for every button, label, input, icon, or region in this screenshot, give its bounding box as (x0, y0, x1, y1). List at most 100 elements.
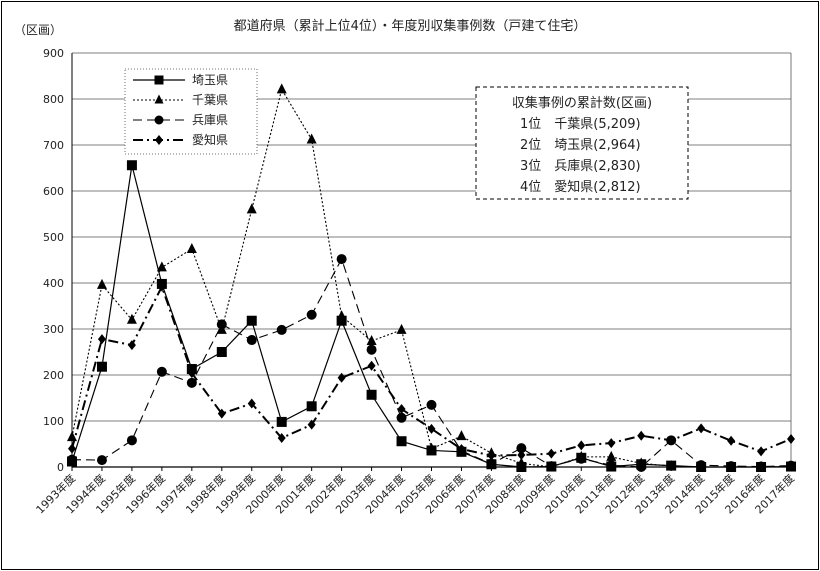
y-tick-label: 300 (43, 323, 64, 336)
data-point-triangle (276, 83, 287, 94)
cumulative-ranking-box: 収集事例の累計数(区画) 1位 千葉県(5,209) 2位 埼玉県(2,964) 3位… (475, 86, 689, 200)
data-point-triangle (396, 323, 407, 334)
data-point-triangle (606, 450, 617, 461)
data-point-diamond (247, 398, 256, 409)
data-point-diamond (517, 450, 526, 461)
y-axis-label: （区画） (14, 23, 62, 37)
y-tick-label: 400 (43, 277, 64, 290)
series-line (71, 257, 792, 468)
annotation-box (475, 86, 689, 200)
data-point-triangle (246, 203, 257, 214)
data-point-triangle (156, 261, 167, 272)
y-tick-label: 500 (43, 231, 64, 244)
data-point-circle (186, 377, 197, 388)
data-point-diamond (727, 435, 736, 446)
data-point-triangle (306, 133, 317, 144)
y-tick-label: 800 (43, 93, 64, 106)
data-point-diamond (547, 448, 556, 459)
data-point-triangle (67, 431, 77, 442)
data-point-triangle (126, 313, 137, 324)
data-point-triangle (336, 310, 347, 321)
annotation-heading: 収集事例の累計数(区画) (512, 95, 652, 111)
annotation-rank-line: 1位 千葉県(5,209) (520, 117, 641, 132)
data-point-circle (306, 309, 317, 320)
legend-label: 兵庫県 (192, 113, 228, 127)
series-line (71, 165, 792, 468)
data-point-square (154, 75, 164, 85)
data-point-square (216, 347, 227, 357)
data-point-square (396, 436, 407, 447)
series-diamond (68, 281, 795, 461)
data-point-circle (606, 460, 617, 471)
data-point-circle (726, 461, 737, 472)
legend-box (124, 68, 258, 155)
data-point-square (126, 160, 137, 171)
data-point-circle (636, 462, 647, 472)
data-point-diamond (277, 433, 286, 444)
data-point-circle (246, 335, 257, 346)
data-point-diamond (787, 433, 795, 444)
data-point-triangle (516, 457, 527, 468)
data-point-diamond (697, 423, 706, 434)
data-point-circle (336, 254, 347, 265)
legend-label: 埼玉県 (192, 73, 228, 87)
annotation-rank-line: 4位 愛知県(2,812) (520, 179, 641, 195)
data-point-diamond (127, 340, 136, 351)
data-point-diamond (217, 408, 226, 419)
data-point-circle (696, 460, 707, 471)
data-point-circle (576, 453, 587, 464)
data-point-diamond (157, 281, 166, 292)
data-point-square (276, 416, 287, 427)
data-point-triangle (666, 460, 677, 471)
data-point-triangle (366, 334, 377, 345)
data-point-triangle (96, 278, 107, 289)
series-circle (67, 254, 796, 472)
data-point-square (366, 389, 377, 400)
legend-label: 愛知県 (192, 133, 228, 147)
data-point-triangle (154, 94, 164, 104)
legend-label: 千葉県 (192, 93, 228, 107)
y-tick-label: 900 (43, 47, 64, 60)
data-point-diamond (68, 443, 76, 454)
y-tick-label: 600 (43, 185, 64, 198)
data-point-circle (786, 460, 796, 471)
data-point-diamond (155, 135, 163, 145)
data-point-diamond (577, 440, 586, 451)
data-point-diamond (97, 334, 106, 345)
data-point-circle (276, 324, 287, 335)
annotation-rank-line: 3位 兵庫県(2,830) (520, 159, 641, 174)
data-point-diamond (667, 435, 676, 446)
data-point-circle (756, 461, 767, 472)
data-point-diamond (397, 404, 406, 415)
data-point-square (246, 315, 257, 326)
y-tick-labels: 0 100 200 300 400 500 600 700 800 900 (43, 47, 64, 474)
data-point-diamond (187, 368, 196, 379)
data-point-circle (546, 461, 557, 472)
chart-title: 都道府県（累計上位4位）・年度別収集事例数（戸建て住宅） (234, 18, 587, 34)
data-point-circle (67, 454, 77, 465)
data-point-diamond (457, 444, 466, 455)
data-point-circle (126, 435, 137, 446)
data-point-diamond (427, 423, 436, 434)
y-tick-label: 0 (57, 461, 64, 474)
y-tick-label: 200 (43, 369, 64, 382)
data-point-circle (96, 455, 107, 466)
data-point-diamond (337, 372, 346, 383)
plot-series (67, 83, 796, 472)
data-point-diamond (637, 430, 646, 441)
data-point-diamond (487, 450, 496, 461)
data-point-triangle (186, 242, 197, 253)
data-point-circle (156, 366, 167, 377)
data-point-circle (216, 319, 227, 330)
y-tick-label: 100 (43, 415, 64, 428)
data-point-circle (366, 344, 377, 355)
data-point-triangle (426, 442, 437, 453)
data-point-diamond (757, 446, 766, 457)
x-tick-labels: 1993年度1994年度1995年度1996年度1997年度1998年度1999… (33, 467, 797, 516)
data-point-circle (516, 443, 527, 454)
data-point-circle (154, 115, 164, 125)
data-point-square (306, 401, 317, 412)
data-point-circle (426, 399, 437, 410)
